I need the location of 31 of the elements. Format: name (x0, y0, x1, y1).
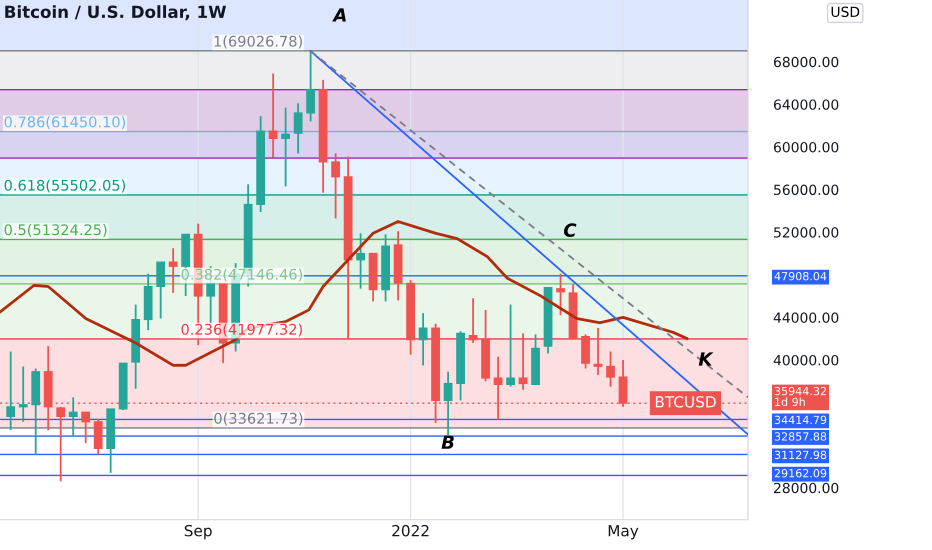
chart-title: Bitcoin / U.S. Dollar, 1W (5, 5, 226, 20)
annotation: BTCUSD (656, 396, 716, 408)
y-tick-label: 68000.00 (774, 56, 838, 68)
ref-line-label: 32857.88 (774, 432, 826, 441)
annotation: K (698, 352, 714, 366)
y-tick-label: 28000.00 (774, 482, 838, 494)
ref-line-label: 0(33621.73) (214, 412, 302, 426)
ref-line-label: 29162.09 (774, 468, 826, 478)
ref-line-label: 0.618(55502.05) (4, 180, 126, 192)
x-tick-label: Sep (184, 524, 212, 540)
y-tick-label: 40000.00 (774, 354, 838, 366)
y-tick-label: 56000.00 (774, 184, 838, 196)
ref-line-label: 0.236(41977.32) (181, 324, 302, 337)
ref-line-label: 47908.04 (774, 272, 826, 280)
ref-line-label: 0.5(51324.25) (4, 224, 106, 237)
ref-line-label: 35944.32 1d 9h (774, 386, 826, 406)
ref-line-label: 0.382(47146.46) (182, 268, 302, 282)
ref-line-label: 1(69026.78) (214, 35, 302, 48)
y-tick-label: 64000.00 (774, 99, 838, 110)
y-tick-label: 44000.00 (774, 312, 838, 323)
y-axis-title: USD (832, 6, 860, 18)
annotation: A (332, 8, 346, 22)
ref-line-label: 31127.98 (774, 450, 826, 460)
x-tick-label: 2022 (392, 524, 429, 536)
y-tick-label: 60000.00 (774, 142, 838, 152)
annotation: C (564, 223, 576, 237)
x-tick-label: May (608, 525, 638, 540)
ref-line-label: 34414.79 (774, 416, 826, 424)
ref-line-label: 0.786(61450.10) (4, 116, 126, 130)
y-tick-label: 52000.00 (774, 227, 838, 238)
annotation: B (442, 436, 454, 449)
